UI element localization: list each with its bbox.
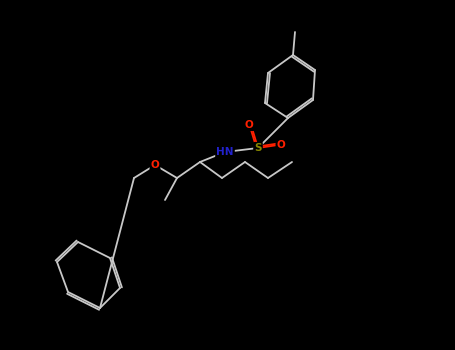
Text: O: O <box>151 160 159 170</box>
Text: S: S <box>254 143 262 153</box>
Text: HN: HN <box>216 147 234 157</box>
Text: O: O <box>245 120 253 130</box>
Text: O: O <box>277 140 285 150</box>
